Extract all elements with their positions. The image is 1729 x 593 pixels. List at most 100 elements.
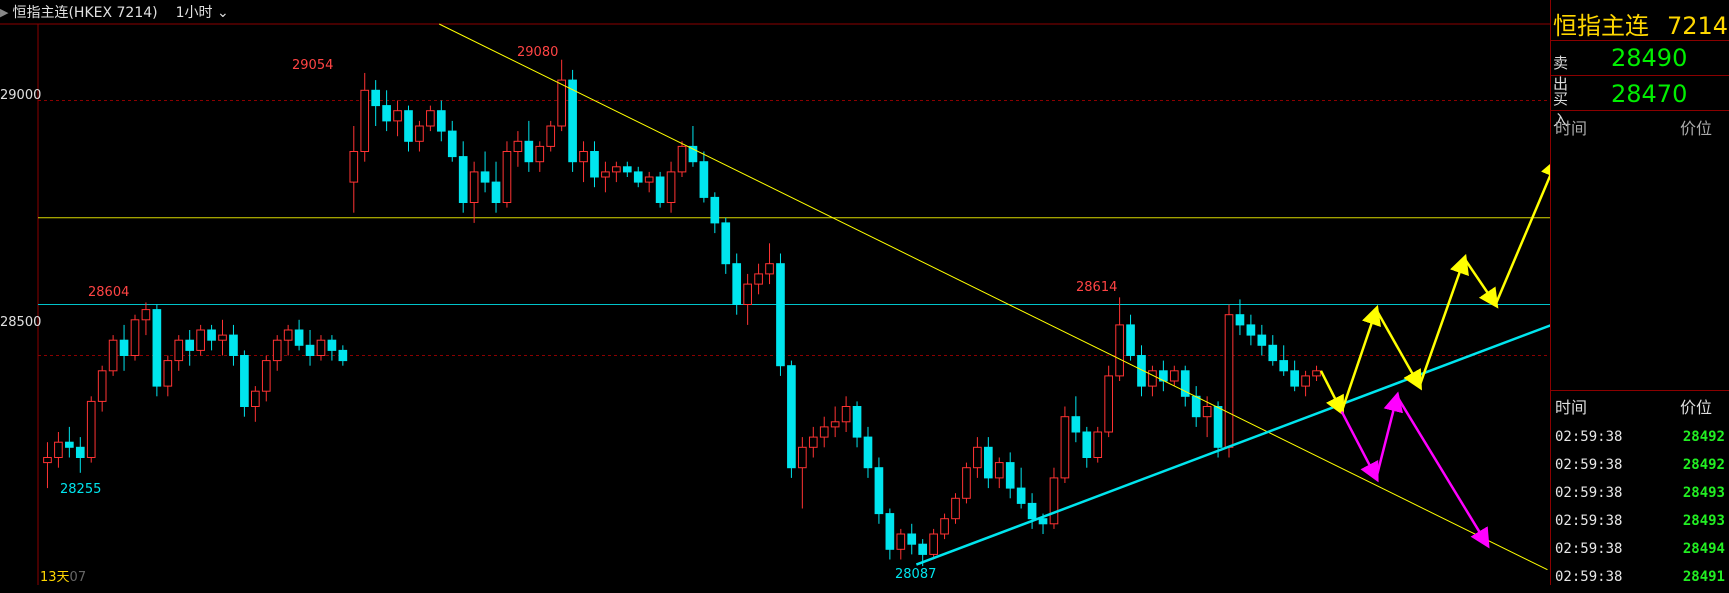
- timeframe-dropdown[interactable]: 1小时 ⌄: [176, 2, 229, 22]
- candle-body: [787, 365, 796, 469]
- tick-time: 02:59:38: [1555, 513, 1623, 529]
- candle-body: [436, 110, 446, 132]
- divider: [1550, 40, 1729, 41]
- candle-body: [1301, 375, 1310, 387]
- candle-body: [272, 339, 282, 362]
- candle-body: [644, 176, 654, 183]
- date-fragment: 07: [69, 570, 87, 585]
- candle-body: [754, 273, 763, 285]
- candle-body: [798, 446, 807, 469]
- candle-body: [491, 181, 501, 204]
- candle-body: [458, 156, 468, 204]
- projection-arrow: [1395, 395, 1490, 549]
- tick-time: 02:59:38: [1555, 569, 1623, 585]
- candle-body: [251, 390, 260, 408]
- low-label-28255: 28255: [60, 482, 102, 497]
- candle-body: [994, 462, 1004, 479]
- candle-body: [240, 355, 249, 407]
- candle-body: [229, 334, 238, 357]
- candle-body: [710, 196, 720, 224]
- instrument-title[interactable]: 恒指主连(HKEX 7214): [12, 5, 158, 21]
- candle-body: [1213, 406, 1223, 448]
- candle-body: [896, 533, 906, 550]
- tick-price: 28494: [1682, 541, 1725, 557]
- candle-body: [1126, 324, 1135, 356]
- candle-body: [765, 263, 774, 275]
- candle-body: [1312, 370, 1321, 377]
- candle-body: [601, 171, 610, 178]
- tick-time: 02:59:38: [1555, 457, 1623, 473]
- candle-body: [1279, 360, 1289, 372]
- projection-arrow: [1494, 157, 1550, 305]
- candle-body: [1005, 462, 1015, 489]
- candle-body: [819, 426, 829, 438]
- candle-body: [86, 400, 96, 458]
- projection-arrow: [1375, 391, 1404, 479]
- candle-body: [480, 171, 490, 183]
- candle-body: [1191, 395, 1201, 418]
- projection-arrow: [1340, 304, 1381, 413]
- chart-canvas[interactable]: [0, 0, 1550, 585]
- divider: [1550, 75, 1729, 76]
- candle-body: [579, 151, 588, 163]
- ticks-price-header: 价位: [1680, 398, 1713, 417]
- candle-body: [907, 533, 917, 545]
- candle-body: [130, 319, 140, 356]
- candle-body: [174, 339, 184, 362]
- candle-body: [393, 110, 402, 122]
- candlestick-chart[interactable]: [0, 0, 1550, 585]
- candle-body: [1180, 370, 1190, 397]
- collapse-arrow-icon[interactable]: ▶: [0, 5, 9, 19]
- candle-body: [294, 329, 304, 346]
- candle-body: [371, 89, 381, 107]
- candle-body: [732, 263, 742, 306]
- candle-body: [841, 406, 851, 423]
- chart-toolbar: ▶ 恒指主连(HKEX 7214) 1小时 ⌄: [0, 0, 229, 24]
- days-label: 13天07: [40, 566, 86, 585]
- bid-label: 买入: [1553, 90, 1569, 129]
- candle-body: [776, 263, 785, 367]
- candle-body: [743, 283, 752, 306]
- candle-body: [830, 421, 840, 428]
- candle-body: [338, 349, 348, 362]
- candle-body: [677, 145, 687, 173]
- tick-price: 28493: [1682, 485, 1725, 501]
- candle-body: [65, 441, 74, 448]
- projection-arrow: [1463, 257, 1499, 309]
- bid-value: 28470: [1611, 80, 1688, 108]
- candle-body: [863, 436, 873, 469]
- candle-body: [962, 467, 971, 499]
- candle-body: [929, 533, 938, 555]
- candle-body: [75, 446, 85, 458]
- candle-body: [1137, 355, 1146, 387]
- tick-price: 28492: [1682, 429, 1725, 445]
- candle-body: [119, 339, 129, 357]
- divider: [1550, 390, 1729, 391]
- tick-row: 02:59:38 28494: [1553, 537, 1725, 565]
- candle-body: [633, 171, 643, 183]
- y-axis-label-28500: 28500: [0, 315, 42, 330]
- candle-body: [666, 171, 676, 203]
- candle-body: [1060, 416, 1070, 479]
- candle-body: [1169, 370, 1179, 382]
- tick-time: 02:59:38: [1555, 429, 1623, 445]
- candle-body: [808, 436, 818, 448]
- projection-arrow: [1375, 308, 1422, 391]
- candle-body: [721, 222, 731, 265]
- candle-body: [918, 543, 928, 555]
- candle-body: [1148, 370, 1157, 387]
- tick-price: 28493: [1682, 513, 1725, 529]
- projection-arrow: [1340, 411, 1379, 483]
- candle-body: [1027, 502, 1037, 520]
- candle-body: [261, 360, 271, 392]
- trendline: [438, 23, 1548, 571]
- price-column-header: 价位: [1680, 119, 1713, 138]
- candle-body: [1049, 477, 1059, 525]
- candle-body: [283, 329, 293, 341]
- candle-body: [1038, 518, 1048, 525]
- candle-body: [1268, 344, 1278, 362]
- candle-body: [163, 360, 173, 387]
- candle-body: [1235, 314, 1245, 326]
- candle-body: [885, 513, 895, 550]
- candle-body: [1246, 324, 1256, 336]
